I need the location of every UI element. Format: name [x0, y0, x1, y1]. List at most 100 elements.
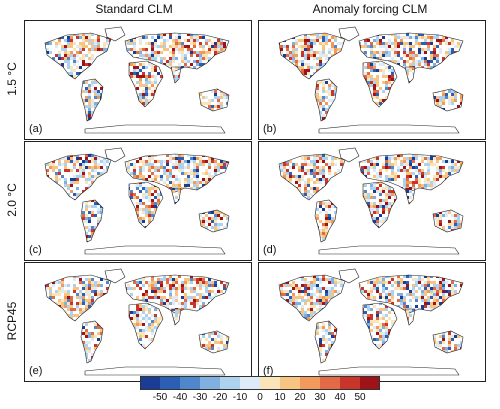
map-cell: [151, 36, 154, 39]
map-cell: [157, 36, 160, 39]
map-cell: [67, 60, 70, 63]
map-cell: [82, 36, 85, 39]
map-cell: [88, 99, 91, 102]
map-cell: [85, 36, 88, 39]
map-cell: [70, 54, 73, 57]
map-cell: [217, 48, 220, 51]
map-cell: [160, 51, 163, 54]
map-cell: [145, 54, 148, 57]
map-cell: [145, 51, 148, 54]
map-cell: [145, 42, 148, 45]
map-cell: [76, 72, 79, 75]
map-cell: [187, 51, 190, 54]
world-map: [25, 21, 251, 139]
map-cell: [82, 90, 85, 93]
map-cell: [97, 96, 100, 99]
map-cell: [85, 90, 88, 93]
map-cell: [205, 51, 208, 54]
map-cell: [133, 48, 136, 51]
map-cell: [73, 54, 76, 57]
map-cell: [73, 63, 76, 66]
map-cell: [67, 42, 70, 45]
map-cell: [181, 45, 184, 48]
map-cell: [211, 42, 214, 45]
map-cell: [181, 51, 184, 54]
map-cell: [91, 45, 94, 48]
map-cell: [151, 42, 154, 45]
map-cell: [169, 36, 172, 39]
map-cell: [166, 48, 169, 51]
map-cell: [190, 36, 193, 39]
map-cell: [76, 51, 79, 54]
map-cell: [175, 42, 178, 45]
map-cell: [70, 39, 73, 42]
map-cell: [133, 42, 136, 45]
map-cell: [79, 45, 82, 48]
map-cell: [91, 39, 94, 42]
map-cell: [169, 60, 172, 63]
map-cell: [88, 57, 91, 60]
map-cell: [154, 42, 157, 45]
map-cell: [178, 45, 181, 48]
map-cell: [103, 48, 106, 51]
map-cell: [88, 36, 91, 39]
map-cell: [154, 51, 157, 54]
map-cell: [67, 54, 70, 57]
map-cell: [199, 60, 202, 63]
map-cell: [91, 81, 94, 84]
map-cell: [151, 57, 154, 60]
map-cell: [94, 93, 97, 96]
map-cell: [214, 45, 217, 48]
map-cell: [79, 66, 82, 69]
map-cell: [169, 63, 172, 66]
map-cell: [196, 39, 199, 42]
map-cell: [163, 42, 166, 45]
map-cell: [202, 36, 205, 39]
map-cell: [91, 84, 94, 87]
map-cell: [88, 114, 91, 117]
map-cell: [190, 63, 193, 66]
map-cell: [94, 45, 97, 48]
map-cell: [64, 54, 67, 57]
map-cell: [172, 60, 175, 63]
map-cell: [79, 51, 82, 54]
map-cell: [181, 48, 184, 51]
map-cell: [205, 39, 208, 42]
row-label-1p5: 1.5 °C: [0, 20, 24, 138]
map-cell: [97, 90, 100, 93]
map-cell: [73, 42, 76, 45]
map-cell: [217, 39, 220, 42]
map-cell: [184, 60, 187, 63]
map-cell: [181, 42, 184, 45]
map-cell: [196, 63, 199, 66]
map-cell: [82, 39, 85, 42]
map-cell: [190, 42, 193, 45]
map-cell: [148, 42, 151, 45]
map-cell: [85, 63, 88, 66]
map-cell: [88, 111, 91, 114]
map-cell: [70, 51, 73, 54]
map-cell: [64, 57, 67, 60]
map-cell: [154, 57, 157, 60]
map-cell: [193, 39, 196, 42]
map-cell: [172, 45, 175, 48]
map-cell: [88, 102, 91, 105]
map-cell: [97, 42, 100, 45]
map-cell: [73, 57, 76, 60]
map-cell: [211, 48, 214, 51]
map-cell: [82, 63, 85, 66]
map-cell: [151, 45, 154, 48]
map-cell: [61, 48, 64, 51]
map-cell: [94, 87, 97, 90]
map-cell: [61, 57, 64, 60]
map-cell: [151, 51, 154, 54]
map-cell: [85, 96, 88, 99]
map-cell: [166, 39, 169, 42]
map-cell: [151, 54, 154, 57]
map-cell: [79, 42, 82, 45]
map-cell: [139, 54, 142, 57]
map-cell: [55, 54, 58, 57]
map-cell: [199, 63, 202, 66]
map-cell: [58, 39, 61, 42]
map-cell: [70, 69, 73, 72]
